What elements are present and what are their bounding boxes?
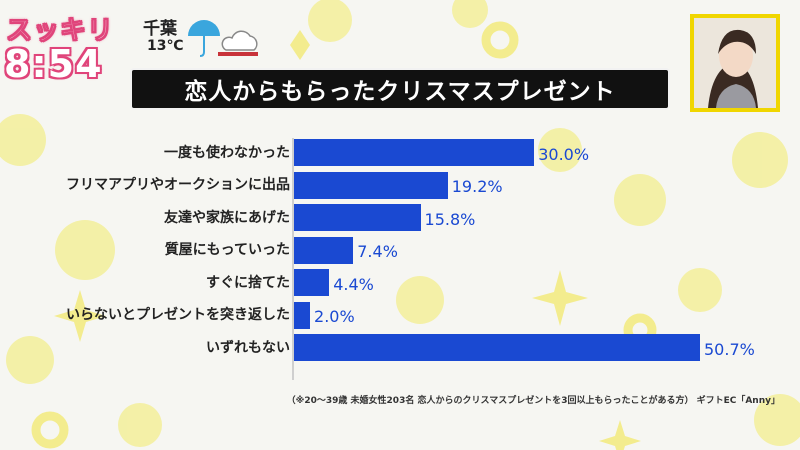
title-banner: 恋人からもらったクリスマスプレゼント [132,70,668,108]
bar-chart: 一度も使わなかった 30.0% フリマアプリやオークションに出品 19.2% 友達や家族… [0,130,800,380]
category-label: 友達や家族にあげた [164,209,290,226]
clock-display: 8:54 [4,42,103,86]
presenter-image [694,18,776,108]
weather-temperature: 13℃ [147,38,184,54]
value-label: 15.8% [424,209,476,229]
category-label: いずれもない [206,339,290,356]
value-label: 30.0% [538,144,590,164]
umbrella-cloud-icon [188,20,258,57]
category-label: 質屋にもっていった [164,242,290,258]
bar [294,139,535,166]
presenter-thumbnail [690,14,780,112]
value-label: 50.7% [704,339,755,359]
chart-title: 恋人からもらったクリスマスプレゼント [184,79,616,105]
category-label: すぐに捨てた [206,274,290,291]
bar [294,269,330,296]
value-label: 4.4% [333,274,374,294]
value-label: 2.0% [314,307,355,326]
category-label: 一度も使わなかった [164,144,290,161]
y-axis-line [292,138,294,380]
weather-city: 千葉 [143,19,177,39]
bar [294,334,700,361]
bar [294,171,448,199]
bar [294,204,421,231]
category-label: フリマアプリやオークションに出品 [66,177,290,193]
value-label: 19.2% [451,177,503,196]
category-label: いらないとプレゼントを突き返した [66,307,290,323]
value-label: 7.4% [357,242,398,261]
bar [294,301,311,329]
footnote: （※20～39歳 未婚女性203名 恋人からのクリスマスプレゼントを3回以上もら… [286,396,780,406]
bar [294,236,354,264]
show-logo: スッキリ [6,16,115,47]
